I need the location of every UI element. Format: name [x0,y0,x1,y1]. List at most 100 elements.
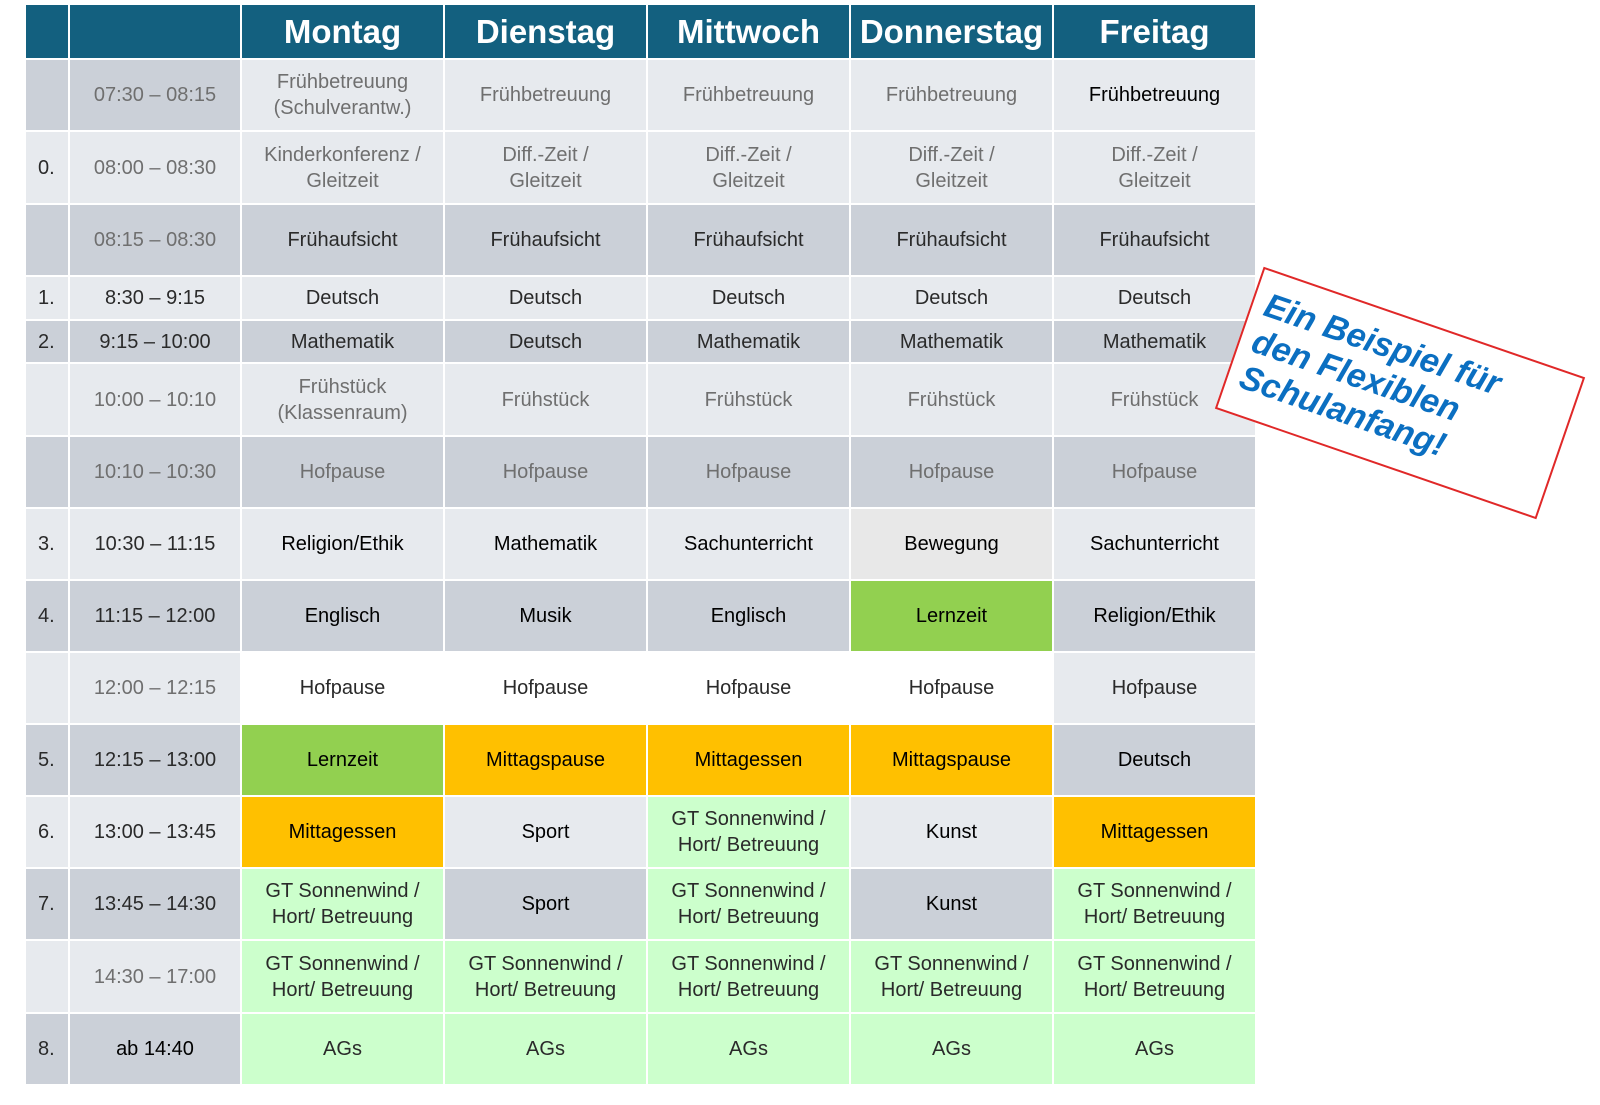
lesson-cell: Diff.-Zeit / Gleitzeit [646,130,851,205]
table-row: 10:10 – 10:30 Hofpause Hofpause Hofpause… [24,435,1257,509]
lesson-cell: Frühbetreuung [1052,58,1257,132]
time-slot: 12:15 – 13:00 [68,723,242,797]
lesson-cell: Frühstück [443,362,648,437]
lesson-cell: Frühbetreuung [646,58,851,132]
lesson-cell: AGs [849,1012,1054,1086]
lesson-cell: Mathematik [1052,319,1257,364]
period-number: 3. [24,507,70,581]
lesson-cell: Deutsch [646,275,851,321]
table-row: 1. 8:30 – 9:15 Deutsch Deutsch Deutsch D… [24,275,1257,321]
lesson-cell: Mathematik [849,319,1054,364]
lesson-cell: Sachunterricht [1052,507,1257,581]
lesson-cell: Hofpause [443,435,648,509]
table-row: 6. 13:00 – 13:45 Mittagessen Sport GT So… [24,795,1257,869]
lesson-cell: GT Sonnenwind / Hort/ Betreuung [443,939,648,1014]
lesson-cell: Hofpause [1052,435,1257,509]
header-time [68,3,242,60]
table-row: 0. 08:00 – 08:30 Kinderkonferenz / Gleit… [24,130,1257,205]
lesson-cell: Sachunterricht [646,507,851,581]
lesson-cell: Religion/Ethik [1052,579,1257,653]
header-day-freitag: Freitag [1052,3,1257,60]
lesson-cell: Frühaufsicht [849,203,1054,277]
lesson-cell: Lernzeit [240,723,445,797]
lesson-cell: Deutsch [443,319,648,364]
time-slot: 11:15 – 12:00 [68,579,242,653]
lesson-cell: Englisch [240,579,445,653]
lesson-cell: Deutsch [443,275,648,321]
timetable: Montag Dienstag Mittwoch Donnerstag Frei… [24,3,1257,1086]
lesson-cell: GT Sonnenwind / Hort/ Betreuung [849,939,1054,1014]
lesson-cell: Hofpause [240,435,445,509]
lesson-cell: AGs [443,1012,648,1086]
lesson-cell: Mathematik [240,319,445,364]
lesson-cell: Englisch [646,579,851,653]
time-slot: 10:10 – 10:30 [68,435,242,509]
lesson-cell: Frühaufsicht [646,203,851,277]
period-number: 7. [24,867,70,941]
header-day-dienstag: Dienstag [443,3,648,60]
header-day-mittwoch: Mittwoch [646,3,851,60]
table-row: 5. 12:15 – 13:00 Lernzeit Mittagspause M… [24,723,1257,797]
time-slot: ab 14:40 [68,1012,242,1086]
table-row: 2. 9:15 – 10:00 Mathematik Deutsch Mathe… [24,319,1257,364]
lesson-cell: Musik [443,579,648,653]
lesson-cell: Mathematik [443,507,648,581]
time-slot: 14:30 – 17:00 [68,939,242,1014]
period-number: 6. [24,795,70,869]
lesson-cell: Frühaufsicht [240,203,445,277]
period-number: 4. [24,579,70,653]
lesson-cell: GT Sonnenwind / Hort/ Betreuung [646,795,851,869]
period-number: 2. [24,319,70,364]
lesson-cell: Deutsch [1052,275,1257,321]
lesson-cell: Religion/Ethik [240,507,445,581]
lesson-cell: Sport [443,867,648,941]
lesson-cell: Mittagessen [1052,795,1257,869]
lesson-cell: Hofpause [849,651,1054,725]
lesson-cell: Deutsch [1052,723,1257,797]
period-number [24,203,70,277]
lesson-cell: Diff.-Zeit / Gleitzeit [1052,130,1257,205]
lesson-cell: Hofpause [646,651,851,725]
lesson-cell: Lernzeit [849,579,1054,653]
time-slot: 8:30 – 9:15 [68,275,242,321]
table-row: 07:30 – 08:15 Frühbetreuung (Schulverant… [24,58,1257,132]
table-row: 8. ab 14:40 AGs AGs AGs AGs AGs [24,1012,1257,1086]
period-number [24,435,70,509]
lesson-cell: Mittagspause [443,723,648,797]
lesson-cell: Frühstück (Klassenraum) [240,362,445,437]
header-num [24,3,70,60]
lesson-cell: GT Sonnenwind / Hort/ Betreuung [240,867,445,941]
table-row: 7. 13:45 – 14:30 GT Sonnenwind / Hort/ B… [24,867,1257,941]
lesson-cell: Mittagspause [849,723,1054,797]
table-row: 08:15 – 08:30 Frühaufsicht Frühaufsicht … [24,203,1257,277]
period-number: 5. [24,723,70,797]
header-day-montag: Montag [240,3,445,60]
period-number: 8. [24,1012,70,1086]
lesson-cell: Kunst [849,795,1054,869]
lesson-cell: Hofpause [1052,651,1257,725]
period-number [24,58,70,132]
time-slot: 9:15 – 10:00 [68,319,242,364]
lesson-cell: Frühstück [849,362,1054,437]
lesson-cell: Mittagessen [240,795,445,869]
table-row: 12:00 – 12:15 Hofpause Hofpause Hofpause… [24,651,1257,725]
lesson-cell: Diff.-Zeit / Gleitzeit [849,130,1054,205]
lesson-cell: Diff.-Zeit / Gleitzeit [443,130,648,205]
stamp-text: Ein Beispiel für den Flexiblen Schulanfa… [1234,286,1506,465]
lesson-cell: GT Sonnenwind / Hort/ Betreuung [646,867,851,941]
lesson-cell: Kinderkonferenz / Gleitzeit [240,130,445,205]
lesson-cell: Mittagessen [646,723,851,797]
period-number: 0. [24,130,70,205]
table-row: 14:30 – 17:00 GT Sonnenwind / Hort/ Betr… [24,939,1257,1014]
lesson-cell: Frühaufsicht [443,203,648,277]
time-slot: 07:30 – 08:15 [68,58,242,132]
lesson-cell: Frühbetreuung [443,58,648,132]
period-number [24,362,70,437]
lesson-cell: GT Sonnenwind / Hort/ Betreuung [240,939,445,1014]
lesson-cell: Hofpause [646,435,851,509]
lesson-cell: AGs [240,1012,445,1086]
lesson-cell: GT Sonnenwind / Hort/ Betreuung [646,939,851,1014]
time-slot: 12:00 – 12:15 [68,651,242,725]
time-slot: 13:00 – 13:45 [68,795,242,869]
lesson-cell: Frühaufsicht [1052,203,1257,277]
